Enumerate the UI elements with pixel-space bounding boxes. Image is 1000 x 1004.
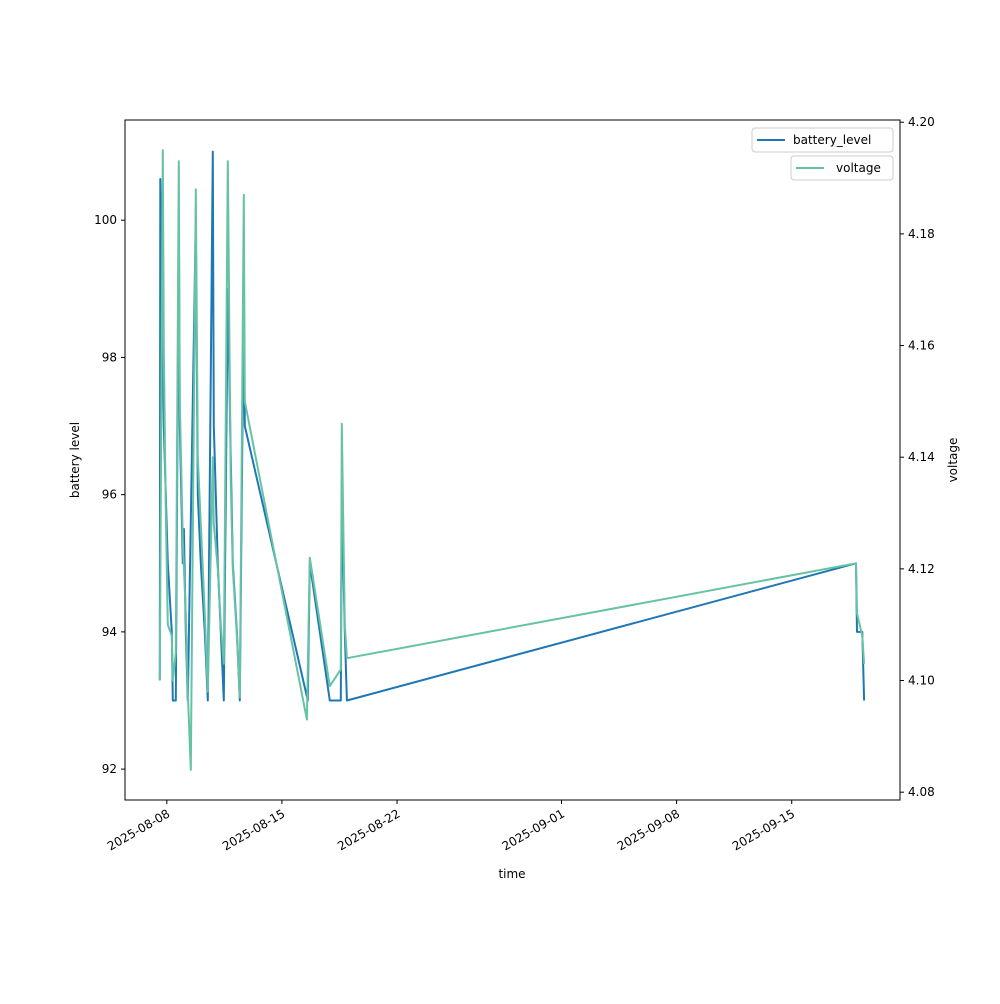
x-tick-label: 2025-08-15 bbox=[220, 806, 287, 853]
x-tick-label: 2025-09-15 bbox=[730, 806, 797, 853]
y-tick-label: 96 bbox=[102, 488, 117, 502]
y-tick-label: 100 bbox=[94, 213, 117, 227]
y2-tick-label: 4.14 bbox=[908, 450, 935, 464]
legend-box bbox=[751, 127, 894, 153]
legend-box bbox=[790, 155, 894, 181]
y-tick-label: 94 bbox=[102, 625, 117, 639]
x-axis: 2025-08-08 2025-08-15 2025-08-22 2025-09-01… bbox=[105, 800, 797, 853]
y-axis-right: 4.08 4.10 4.12 4.14 4.16 4.18 4.20 bbox=[900, 115, 935, 799]
legend-label-battery: battery_level bbox=[793, 133, 871, 147]
series-line-battery_level bbox=[158, 150, 866, 702]
y2-tick-label: 4.08 bbox=[908, 785, 935, 799]
plot-frame bbox=[124, 119, 901, 801]
y-axis-label-left: battery level bbox=[68, 422, 82, 498]
x-tick-label: 2025-09-01 bbox=[500, 806, 567, 853]
x-tick-label: 2025-08-22 bbox=[335, 806, 402, 853]
y-axis-left: 92 94 96 98 100 bbox=[94, 213, 125, 776]
y2-tick-label: 4.12 bbox=[908, 562, 935, 576]
legend-voltage: voltage bbox=[790, 155, 894, 181]
y-tick-label: 92 bbox=[102, 762, 117, 776]
x-axis-label: time bbox=[498, 867, 525, 881]
y2-tick-label: 4.10 bbox=[908, 674, 935, 688]
y2-tick-label: 4.18 bbox=[908, 227, 935, 241]
y-tick-label: 98 bbox=[102, 350, 117, 364]
y2-tick-label: 4.16 bbox=[908, 339, 935, 353]
x-tick-label: 2025-09-08 bbox=[615, 806, 682, 853]
series-line-voltage bbox=[158, 149, 866, 771]
series-layer bbox=[158, 149, 866, 771]
legend-label-voltage: voltage bbox=[836, 161, 881, 175]
y-axis-label-right: voltage bbox=[946, 438, 960, 483]
legend-battery: battery_level bbox=[751, 127, 894, 153]
x-tick-label: 2025-08-08 bbox=[105, 806, 172, 853]
y2-tick-label: 4.20 bbox=[908, 115, 935, 129]
